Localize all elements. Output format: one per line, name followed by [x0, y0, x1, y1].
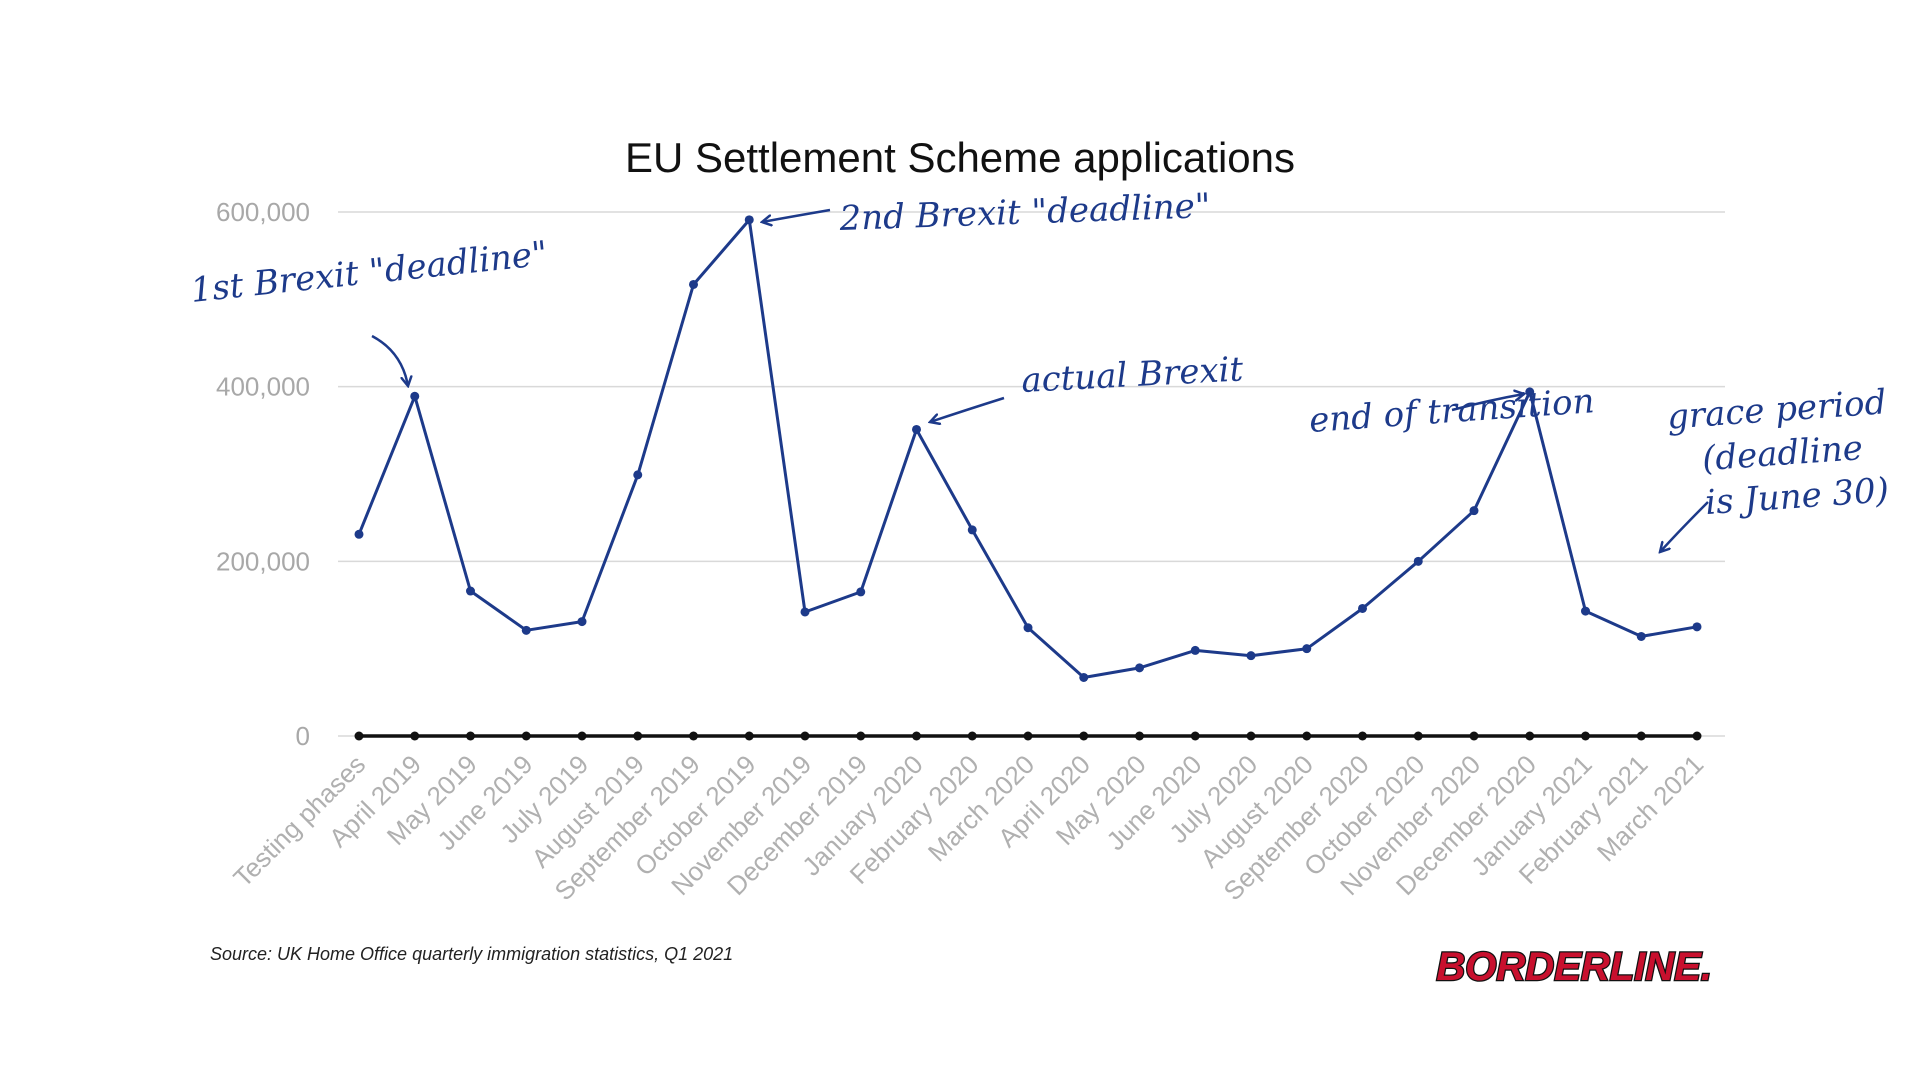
- annotation-grace-period-text: grace period(deadlineis June 30): [1666, 382, 1894, 525]
- data-point: [1636, 631, 1646, 641]
- data-point: [410, 391, 420, 401]
- data-point: [1135, 663, 1144, 673]
- data-point: [1079, 672, 1089, 682]
- data-point: [800, 607, 810, 617]
- annotation-arrow-actual-brexit: [930, 396, 1005, 422]
- data-point: [1413, 556, 1423, 566]
- data-point: [1023, 623, 1033, 633]
- borderline-logo: BORDERLINE.: [1436, 945, 1712, 989]
- data-point: [1079, 731, 1089, 741]
- source-note: Source: UK Home Office quarterly immigra…: [210, 944, 733, 964]
- annotation-arrow-first-deadline: [371, 334, 408, 386]
- data-point: [1413, 731, 1423, 741]
- data-point: [912, 731, 921, 741]
- data-point: [577, 617, 587, 627]
- y-tick-label: 0: [296, 721, 310, 751]
- data-point: [521, 731, 531, 741]
- data-point: [1525, 387, 1535, 397]
- data-point: [354, 731, 364, 741]
- data-point: [354, 529, 364, 539]
- data-point: [633, 731, 643, 741]
- annotation-arrow-grace-period: [1660, 501, 1709, 552]
- data-point: [967, 525, 977, 535]
- data-point: [1023, 731, 1033, 741]
- annotation-grace-period: grace period(deadlineis June 30): [1666, 382, 1894, 525]
- data-point: [967, 731, 977, 741]
- data-point: [1302, 644, 1312, 654]
- data-point: [1636, 731, 1646, 741]
- data-point: [1581, 606, 1590, 616]
- data-point: [466, 731, 475, 741]
- data-point: [1358, 603, 1367, 613]
- data-point: [856, 587, 866, 597]
- data-point: [856, 731, 866, 741]
- data-point: [1358, 731, 1367, 741]
- data-point: [1525, 731, 1535, 741]
- y-tick-label: 400,000: [216, 372, 310, 402]
- data-point: [1692, 731, 1702, 741]
- data-points: [354, 215, 1702, 741]
- annotation-actual-brexit: actual Brexit: [1020, 349, 1244, 401]
- data-point: [410, 731, 420, 741]
- data-point: [521, 625, 531, 635]
- data-point: [466, 586, 475, 596]
- data-point: [1190, 645, 1200, 655]
- data-point: [1581, 731, 1590, 741]
- data-point: [689, 731, 698, 741]
- data-point: [1135, 731, 1144, 741]
- series-line-0: [357, 218, 1698, 679]
- data-point: [633, 470, 643, 480]
- annotation-second-deadline: 2nd Brexit "deadline": [838, 186, 1211, 239]
- data-point: [689, 279, 698, 289]
- y-axis-ticks: 0 200,000 400,000 600,000: [216, 197, 310, 751]
- annotation-first-deadline: 1st Brexit "deadline": [189, 234, 550, 311]
- data-point: [800, 731, 810, 741]
- data-point: [912, 424, 921, 434]
- gridlines: [338, 211, 1725, 737]
- data-point: [1190, 731, 1200, 741]
- y-tick-label: 600,000: [216, 197, 310, 227]
- data-point: [577, 731, 587, 741]
- data-point: [1246, 731, 1256, 741]
- y-tick-label: 200,000: [216, 546, 310, 576]
- data-point: [1692, 622, 1702, 632]
- chart-title: EU Settlement Scheme applications: [625, 134, 1295, 181]
- annotation-arrow-second-deadline: [762, 208, 831, 222]
- annotation-end-of-transition: end of transition: [1308, 381, 1596, 441]
- series-lines: [357, 218, 1698, 738]
- data-point: [1469, 731, 1479, 741]
- data-point: [744, 731, 754, 741]
- data-point: [1302, 731, 1312, 741]
- data-point: [744, 215, 754, 225]
- data-point: [1469, 506, 1479, 516]
- data-point: [1246, 651, 1256, 661]
- annotation-arrow-end-of-transition: [1451, 394, 1524, 412]
